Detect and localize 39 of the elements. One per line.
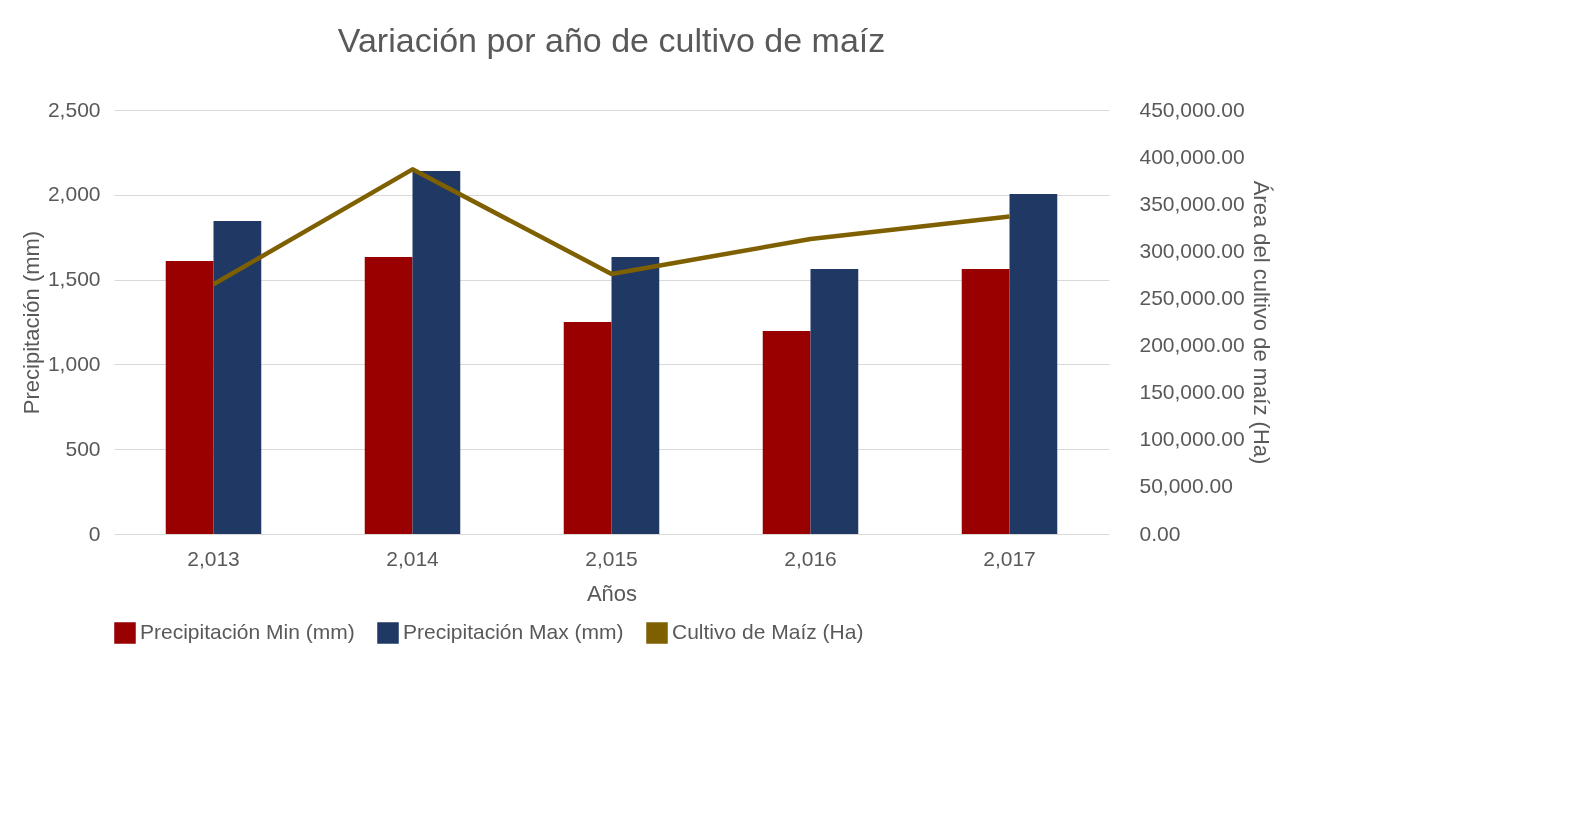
bar: [611, 257, 660, 534]
bar: [213, 221, 262, 534]
bar: [810, 269, 859, 534]
y2-tick-label: 350,000.00: [1139, 191, 1245, 215]
x-tick-label: 2,013: [187, 546, 240, 570]
y2-tick-label: 150,000.00: [1139, 380, 1245, 404]
y-axis-title: Precipitación (mm): [18, 230, 44, 415]
x-tick-label: 2,016: [784, 546, 837, 570]
x-tick-label: 2,017: [983, 546, 1036, 570]
legend-label: Precipitación Max (mm): [403, 620, 624, 643]
y-tick-label: 0: [88, 521, 101, 545]
bar: [364, 257, 413, 534]
bar: [563, 322, 612, 534]
x-tick-label: 2,014: [386, 546, 440, 570]
y2-tick-label: 200,000.00: [1139, 333, 1245, 357]
bar: [961, 269, 1010, 534]
legend-label: Cultivo de Maíz (Ha): [672, 620, 864, 643]
bar: [412, 171, 461, 534]
y-tick-label: 1,500: [47, 267, 101, 291]
y-tick-label: 500: [65, 436, 101, 460]
chart-title: Variación por año de cultivo de maíz: [337, 21, 886, 59]
x-tick-label: 2,015: [585, 546, 638, 570]
y2-tick-label: 450,000.00: [1139, 97, 1245, 121]
y2-tick-label: 100,000.00: [1139, 427, 1245, 451]
x-axis-title: Años: [586, 580, 638, 606]
y-tick-label: 1,000: [47, 351, 101, 375]
y2-tick-label: 300,000.00: [1139, 238, 1245, 262]
legend-label: Precipitación Min (mm): [140, 620, 355, 643]
y2-tick-label: 0.00: [1139, 521, 1181, 545]
bar: [762, 330, 811, 534]
y2-axis-title: Área del cultivo de maíz (Ha): [1248, 180, 1274, 465]
bar: [1009, 193, 1058, 534]
y-tick-label: 2,000: [47, 182, 101, 206]
bar: [165, 260, 214, 534]
y-tick-label: 2,500: [47, 97, 101, 121]
y2-tick-label: 400,000.00: [1139, 144, 1245, 168]
line-series: [211, 167, 1012, 287]
y2-tick-label: 250,000.00: [1139, 285, 1245, 309]
y2-tick-label: 50,000.00: [1139, 474, 1233, 498]
